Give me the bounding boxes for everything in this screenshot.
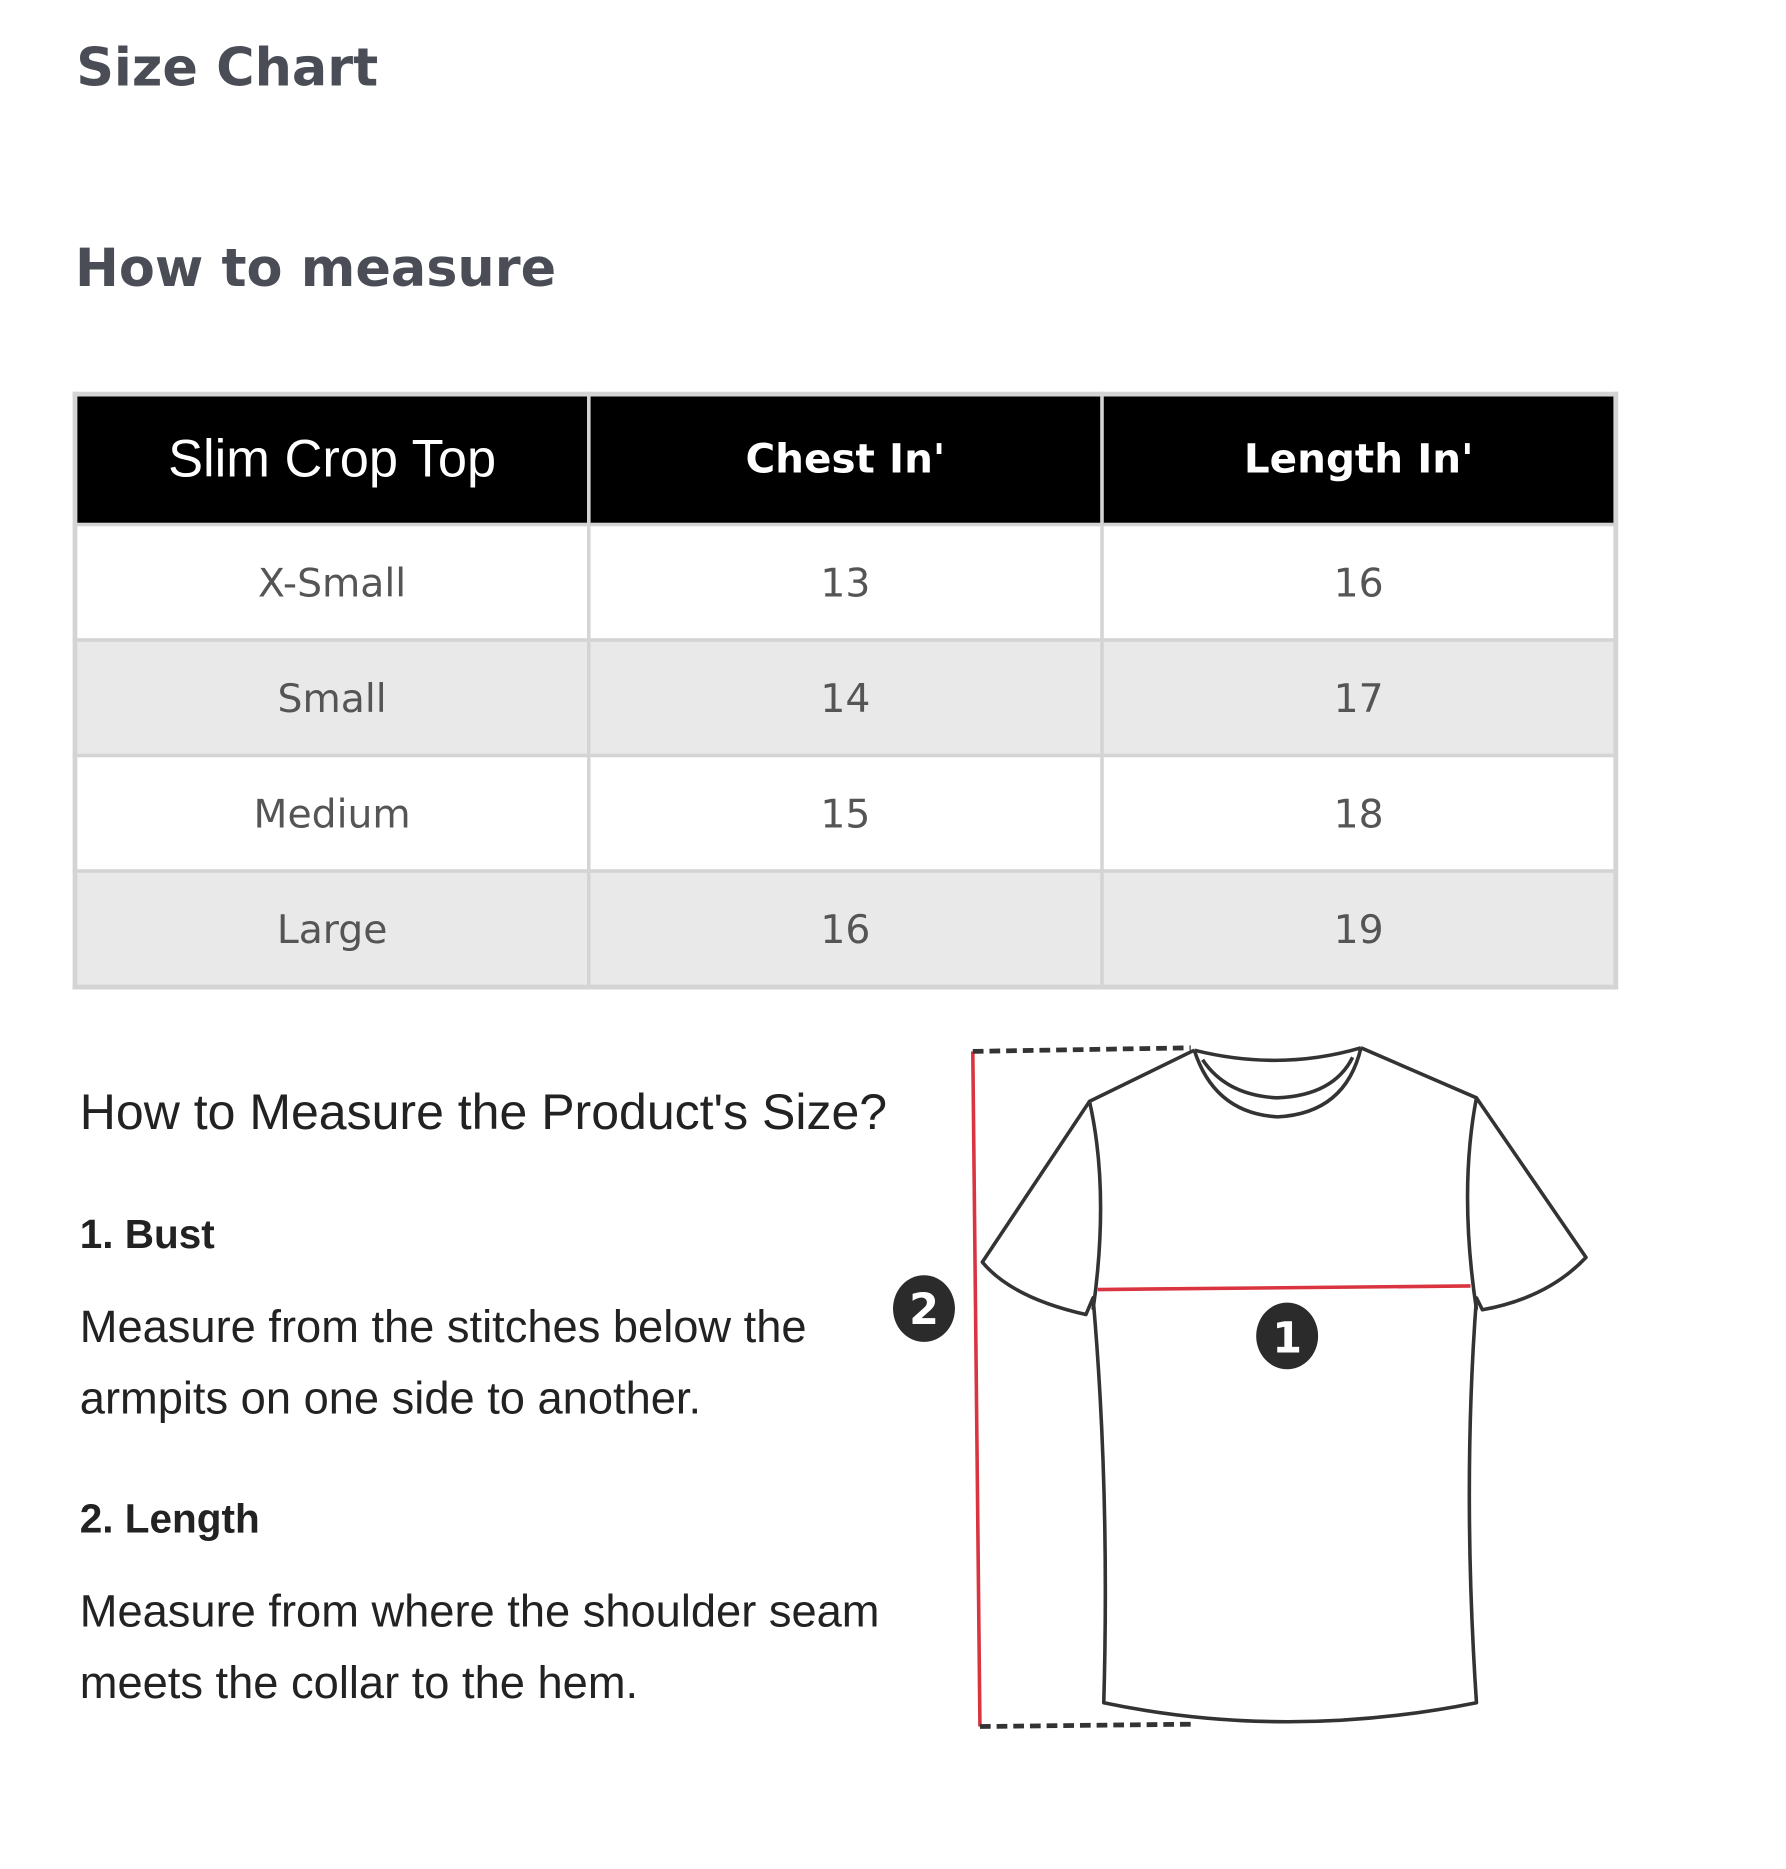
marker-1: 1: [1256, 1302, 1319, 1370]
top-dashed-guide: [972, 1045, 1191, 1054]
page-title: Size Chart: [76, 38, 379, 99]
chest-cell: 13: [586, 522, 1104, 642]
length-cell: 18: [1100, 753, 1618, 873]
measure-question: How to Measure the Product's Size?: [79, 1083, 888, 1140]
svg-text:2: 2: [909, 1285, 939, 1335]
chest-cell: 15: [586, 753, 1104, 873]
table-row: Medium 15 18: [73, 753, 1618, 873]
step-heading-bust: 1. Bust: [79, 1212, 215, 1258]
table-row: Large 16 19: [73, 869, 1618, 989]
svg-text:1: 1: [1272, 1314, 1302, 1364]
length-cell: 17: [1100, 638, 1618, 758]
size-cell: Large: [73, 869, 591, 989]
table-row: X-Small 13 16: [73, 522, 1618, 642]
size-cell: Small: [73, 638, 591, 758]
length-cell: 16: [1100, 522, 1618, 642]
marker-2: 2: [893, 1275, 955, 1342]
length-cell: 19: [1100, 869, 1618, 989]
table-row: Small 14 17: [73, 638, 1618, 758]
table-header: Slim Crop Top Chest In' Length In': [73, 392, 1618, 527]
section-title: How to measure: [75, 238, 557, 299]
step-text-length: Measure from where the shoulder seam mee…: [79, 1587, 880, 1709]
chest-cell: 16: [586, 869, 1104, 989]
header-length: Length In': [1100, 392, 1618, 527]
step-heading-length: 2. Length: [79, 1496, 260, 1542]
size-cell: Medium: [73, 753, 591, 873]
step-text-bust: Measure from the stitches below the armp…: [79, 1302, 807, 1425]
length-measure-line: [971, 1051, 982, 1727]
size-cell: X-Small: [73, 522, 591, 642]
header-chest: Chest In': [586, 392, 1104, 527]
shirt-outline: [980, 1046, 1588, 1724]
bottom-dashed-guide: [979, 1721, 1197, 1729]
chest-cell: 14: [586, 638, 1104, 758]
header-product: Slim Crop Top: [73, 392, 591, 527]
bust-measure-line: [1097, 1284, 1471, 1292]
size-table: Slim Crop Top Chest In' Length In' X-Sma…: [72, 391, 1619, 990]
